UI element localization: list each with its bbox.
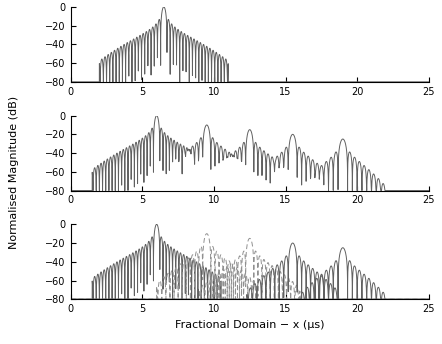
X-axis label: Fractional Domain − x (μs): Fractional Domain − x (μs) (175, 320, 324, 330)
Text: Normalised Magnitude (dB): Normalised Magnitude (dB) (9, 95, 19, 249)
